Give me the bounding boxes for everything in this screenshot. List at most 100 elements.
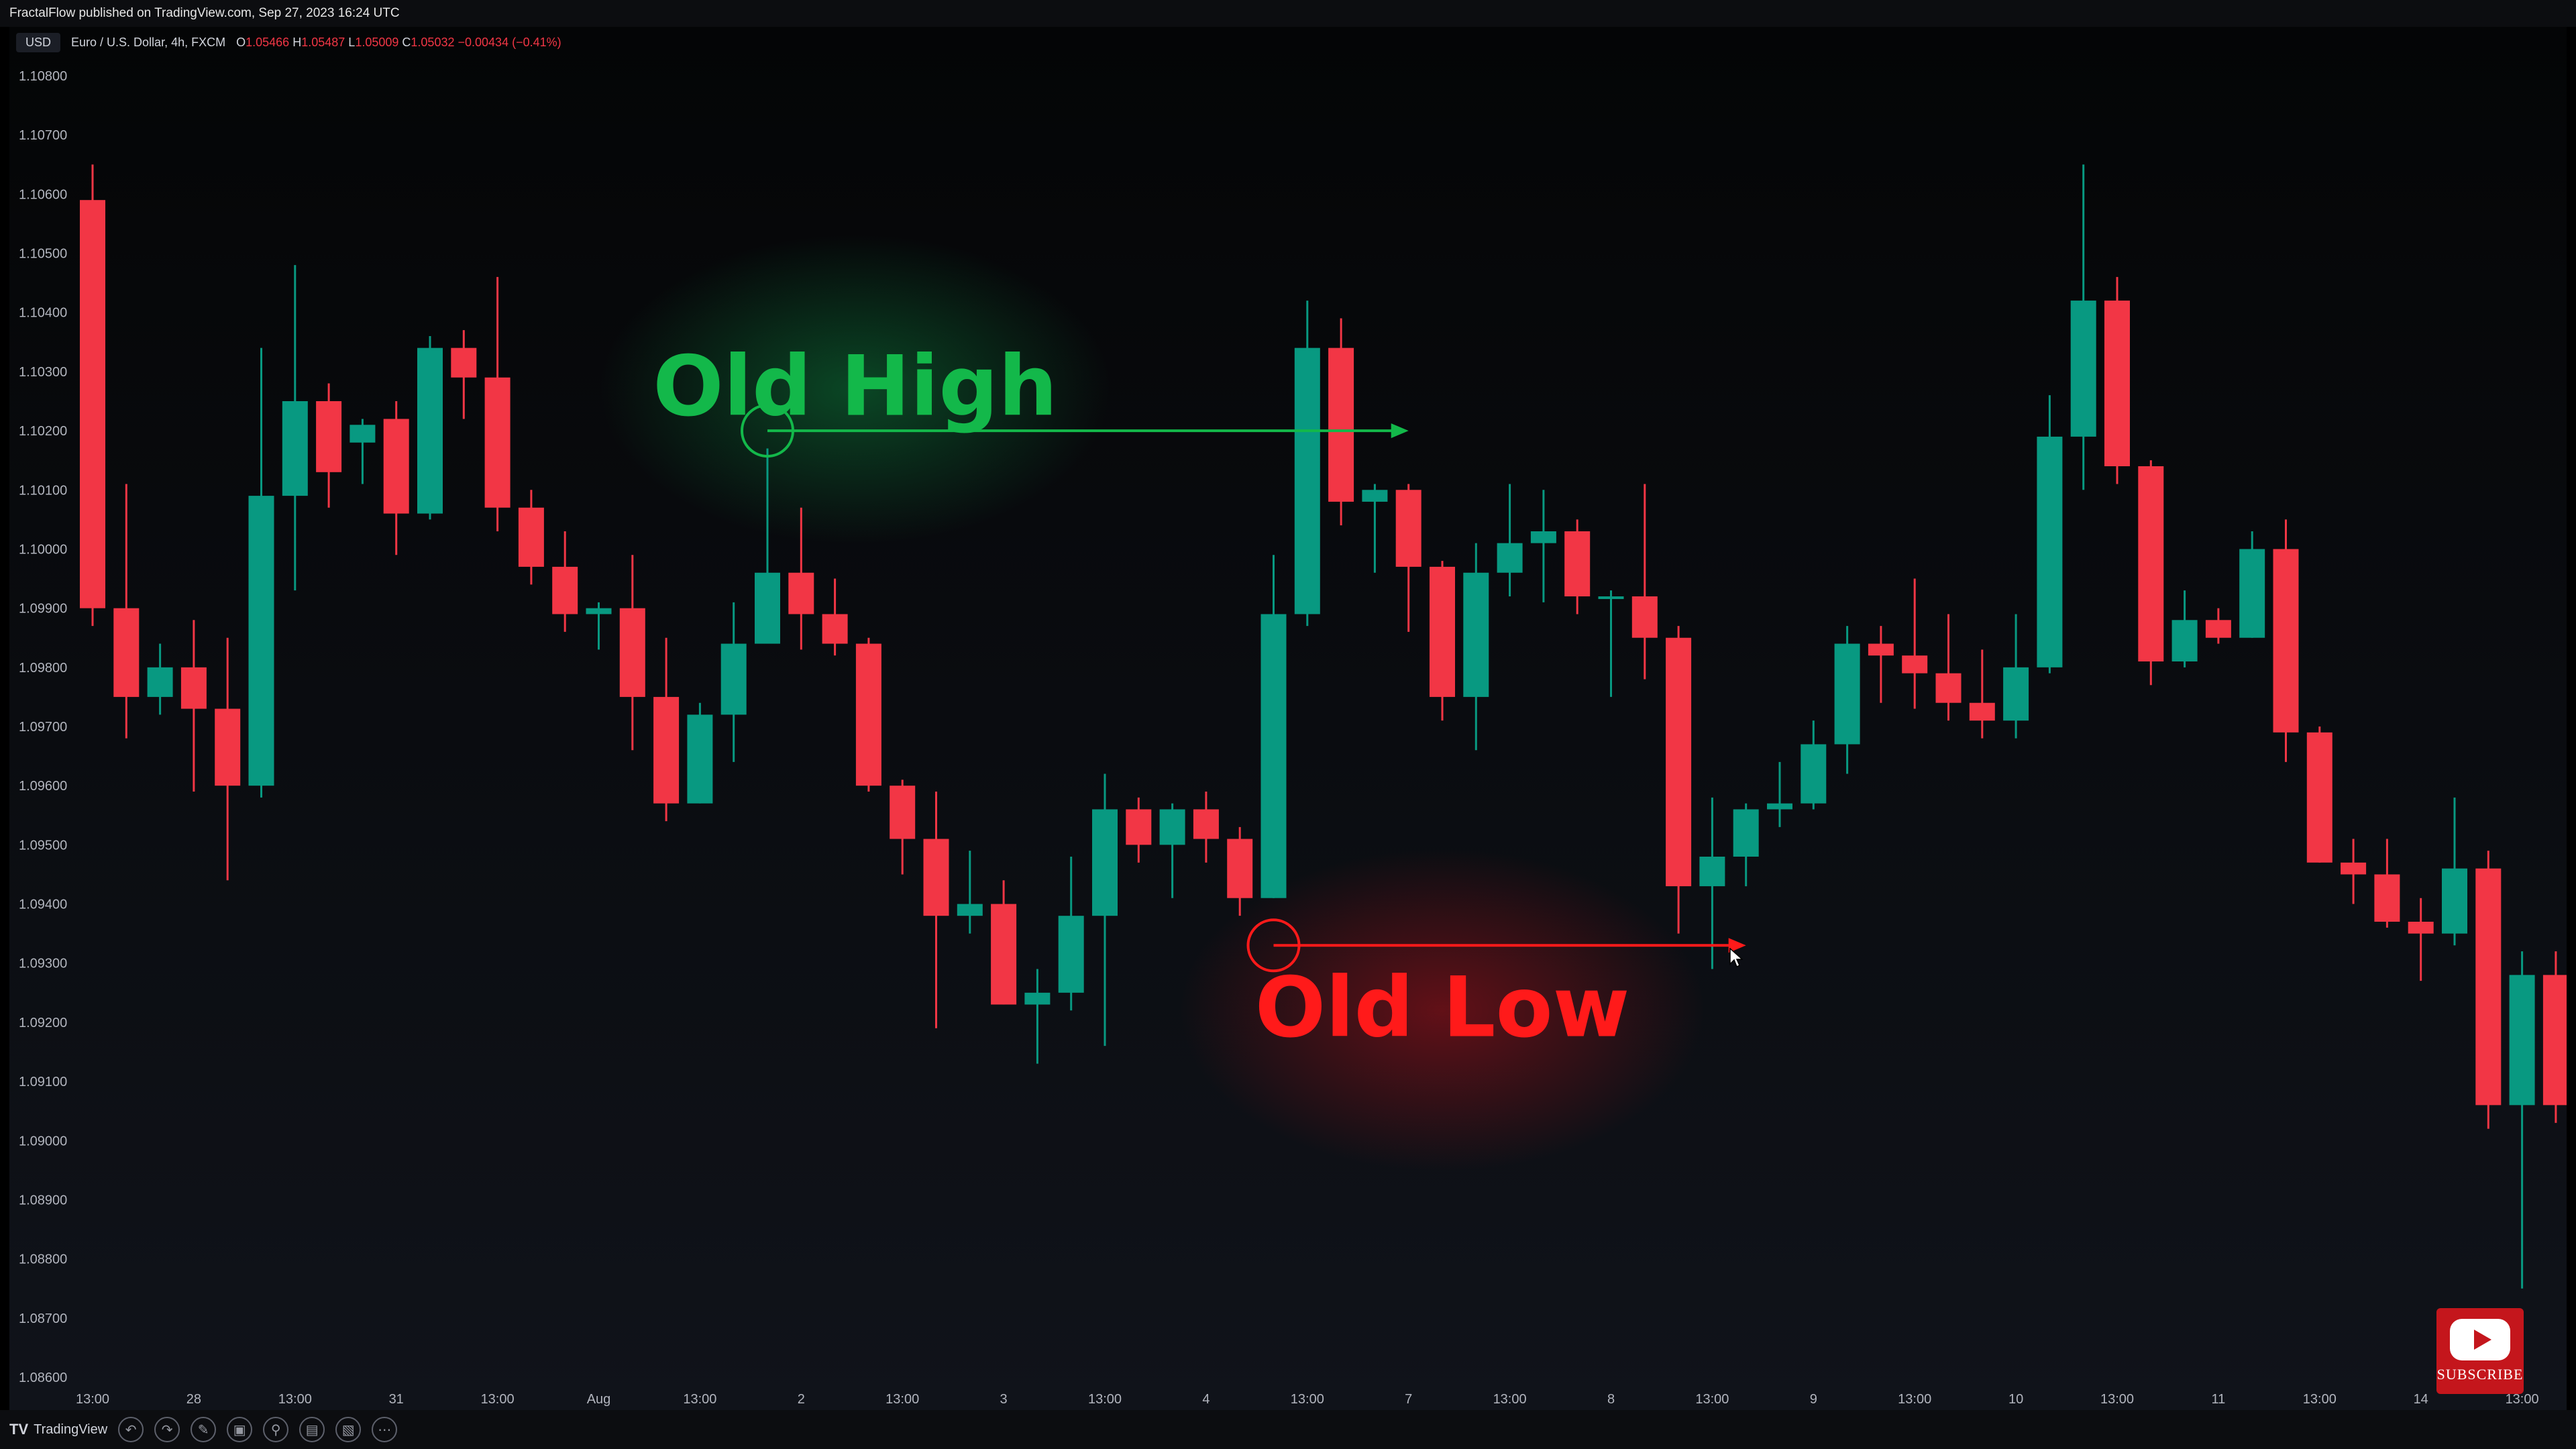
candle [619,555,645,751]
old-high-glow [600,235,1110,544]
x-tick-label: 7 [1405,1392,1412,1407]
old-high-label: Old High [653,338,1057,435]
candle [350,419,376,484]
subscribe-label: SUBSCRIBE [2436,1366,2524,1383]
candle [451,330,477,419]
high-value: 1.05487 [301,35,345,49]
candle-body [2239,549,2265,638]
candle-body [586,608,612,614]
candle [2509,951,2535,1289]
chart-area[interactable]: 1.10800 1.10700 1.10600 1.10500 1.10400 1.103… [9,27,2567,1410]
candle [2341,839,2367,904]
candle-body [451,347,477,378]
candle-body [2542,975,2567,1106]
candle-body [552,566,578,614]
x-tick-label: 13:00 [1695,1392,1729,1407]
candle [1126,797,1152,863]
candle [248,347,274,798]
y-tick-label: 1.09500 [19,838,67,853]
candle-body [350,425,376,443]
candle-body [2442,868,2467,934]
candle [1935,614,1962,721]
x-tick-label: 13:00 [278,1392,312,1407]
candle-body [653,696,680,804]
candle [552,531,578,632]
candle [2070,164,2096,490]
old-low-annotation[interactable]: Old Low [1246,918,1746,1056]
candle [2273,519,2299,762]
candle-body [80,200,105,608]
candle-body [1092,809,1118,916]
more-icon[interactable]: ⋯ [372,1417,398,1442]
x-tick-label: 13:00 [76,1392,109,1407]
candle [1530,490,1556,602]
candle-body [383,419,409,514]
candle [890,780,916,875]
open-value: 1.05466 [246,35,290,49]
draw-icon[interactable]: ✎ [191,1417,217,1442]
x-tick-label: 10 [2008,1392,2023,1407]
candle [2003,614,2029,739]
candle-body [1024,992,1051,1005]
candle [1227,826,1253,916]
candle [1767,761,1792,827]
candle [1193,792,1219,863]
candle [2171,590,2198,667]
candle [855,637,881,792]
candle [2442,797,2467,946]
candle-body [2341,862,2367,875]
x-tick-label: 13:00 [1493,1392,1527,1407]
y-tick-label: 1.10400 [19,306,67,321]
candle-body [2138,466,2164,661]
candle [1497,484,1523,596]
candle [383,401,409,555]
candle [1834,626,1860,774]
x-tick-label: 13:00 [2303,1392,2337,1407]
candle [1092,773,1118,1046]
youtube-subscribe-button[interactable]: SUBSCRIBE [2436,1308,2524,1394]
screenshot-icon[interactable]: ▣ [227,1417,253,1442]
x-tick-label: 28 [186,1392,201,1407]
x-tick-label: 2 [798,1392,805,1407]
x-tick-label: 13:00 [2100,1392,2134,1407]
candle [1969,649,1995,739]
candle-body [417,347,443,514]
candle-body [855,643,881,786]
undo-icon[interactable]: ↶ [118,1417,144,1442]
candle-body [1666,637,1692,887]
candle [1666,626,1692,934]
candle-body [1801,744,1827,804]
y-tick-label: 1.10000 [19,542,67,557]
candle [1868,626,1894,703]
x-tick-label: 8 [1607,1392,1615,1407]
candle-body [2374,874,2400,922]
candle-body [1767,803,1792,810]
candle-body [822,614,848,644]
y-tick-label: 1.10300 [19,365,67,380]
x-tick-label: 13:00 [1898,1392,1931,1407]
x-tick-label: 13:00 [2506,1392,2539,1407]
candle [113,484,140,739]
candlestick-chart[interactable]: 1.10800 1.10700 1.10600 1.10500 1.10400 1.103… [9,27,2567,1410]
currency-badge[interactable]: USD [16,32,61,52]
y-tick-label: 1.09000 [19,1134,67,1148]
candle-body [2104,301,2130,466]
candle-body [720,643,747,715]
tradingview-logo[interactable]: TV TradingView [9,1421,107,1438]
old-high-annotation[interactable]: Old High [653,338,1409,458]
candle-body [923,839,949,916]
layout-icon[interactable]: ▤ [299,1417,325,1442]
redo-icon[interactable]: ↷ [154,1417,180,1442]
candle [1699,797,1725,969]
y-tick-label: 1.08900 [19,1193,67,1208]
candle [215,637,241,881]
zoom-icon[interactable]: ⚲ [263,1417,289,1442]
old-low-glow [1181,849,1704,1172]
candle [1902,578,1928,709]
x-tick-label: 14 [2414,1392,2428,1407]
candle-body [1564,531,1591,596]
y-tick-label: 1.10800 [19,69,67,84]
candle-body [1733,809,1759,857]
compare-icon[interactable]: ▧ [335,1417,362,1442]
y-tick-label: 1.09100 [19,1075,67,1089]
